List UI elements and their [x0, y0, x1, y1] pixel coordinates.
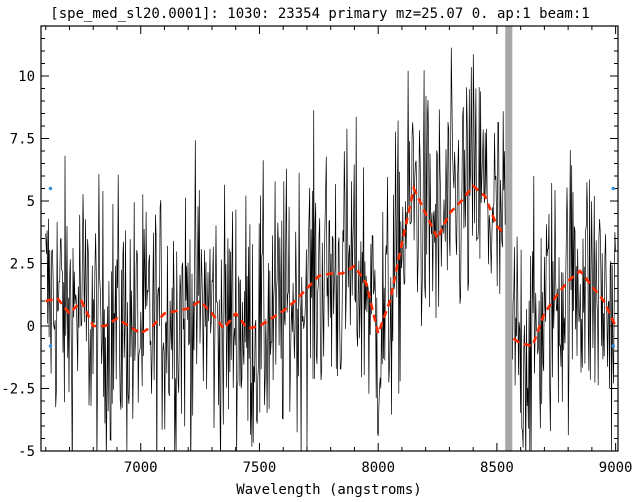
x-tick-label: 8500 [480, 460, 514, 476]
spectrum-series [45, 47, 616, 451]
y-tick-label: -5 [18, 444, 35, 460]
y-tick-label: 10 [18, 69, 35, 85]
smoothed-series-1 [45, 184, 505, 339]
x-tick-label: 9000 [599, 460, 633, 476]
marker-point-4 [611, 344, 616, 348]
x-axis-label: Wavelength (angstroms) [236, 482, 421, 498]
masked-band [505, 26, 513, 451]
x-tick-label: 7500 [243, 460, 277, 476]
marker-point-2 [48, 344, 53, 348]
y-tick-label: 5 [27, 194, 35, 210]
smoothed-series-2 [512, 269, 617, 348]
y-tick-label: -2.5 [1, 382, 35, 398]
axis-ticks: 7000 7500 8000 8500 9000 -5 -2.5 0 2.5 5 7.5 10 [1, 25, 633, 476]
x-tick-label: 8000 [361, 460, 395, 476]
y-tick-label: 0 [27, 319, 35, 335]
marker-point-1 [48, 186, 53, 191]
y-tick-label: 7.5 [10, 132, 35, 148]
y-tick-label: 2.5 [10, 257, 35, 273]
chart-title: [spe_med_sl20.0001]: 1030: 23354 primary… [50, 6, 589, 22]
x-tick-label: 7000 [124, 460, 158, 476]
marker-point-3 [611, 186, 616, 191]
